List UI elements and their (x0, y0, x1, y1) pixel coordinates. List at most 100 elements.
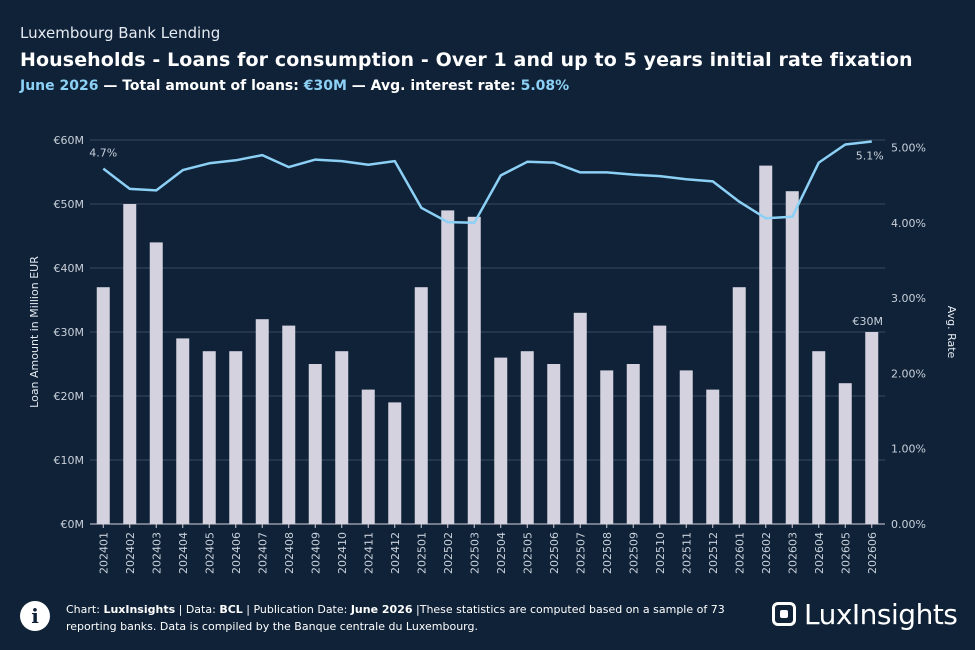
y2-tick-label: 0.00% (891, 518, 926, 531)
bar (653, 325, 667, 524)
bar (865, 332, 879, 524)
bar (759, 165, 773, 524)
x-tick-label: 202511 (680, 532, 693, 574)
x-tick-label: 202507 (574, 532, 587, 574)
bar (282, 325, 296, 524)
info-icon[interactable]: i (20, 601, 50, 631)
bar (706, 389, 720, 524)
x-tick-label: 202508 (601, 532, 614, 574)
bar (202, 351, 216, 524)
x-tick-label: 202606 (866, 532, 879, 574)
first-rate-label: 4.7% (89, 147, 117, 160)
footer-note-text: |These statistics are computed based on … (66, 603, 725, 633)
x-tick-label: 202401 (97, 532, 110, 574)
footer-data-source: BCL (219, 603, 243, 616)
y-tick-label: €40M (54, 262, 85, 275)
bar (626, 364, 640, 524)
bar (520, 351, 534, 524)
bar (494, 357, 508, 524)
brand-logo-text: LuxInsights (804, 597, 958, 631)
last-rate-label: 5.1% (856, 150, 884, 163)
bar (335, 351, 349, 524)
bar (123, 204, 137, 524)
x-tick-label: 202406 (230, 532, 243, 574)
x-tick-label: 202506 (548, 532, 561, 574)
footer: i Chart: LuxInsights | Data: BCL | Publi… (0, 596, 975, 650)
chart-subtitle: June 2026 — Total amount of loans: €30M … (20, 78, 569, 94)
footer-pub-label: | Publication Date: (242, 603, 351, 616)
x-tick-label: 202409 (309, 532, 322, 574)
x-tick-label: 202411 (362, 532, 375, 574)
x-tick-label: 202408 (283, 532, 296, 574)
footer-note: Chart: LuxInsights | Data: BCL | Publica… (66, 601, 756, 635)
subtitle-amount: €30M (303, 78, 347, 94)
y2-tick-label: 3.00% (891, 292, 926, 305)
footer-data-label: | Data: (175, 603, 220, 616)
subtitle-month: June 2026 (20, 78, 99, 94)
x-tick-label: 202512 (707, 532, 720, 574)
bar (441, 210, 455, 524)
bar (414, 287, 428, 524)
last-amount-label: €30M (853, 315, 884, 328)
y-tick-label: €30M (54, 326, 85, 339)
bar (388, 402, 402, 524)
subtitle-text-2: — Avg. interest rate: (346, 78, 521, 94)
x-tick-label: 202407 (256, 532, 269, 574)
footer-chart-label: Chart: (66, 603, 104, 616)
x-tick-label: 202404 (177, 532, 190, 574)
x-tick-label: 202603 (786, 532, 799, 574)
y-tick-label: €20M (54, 390, 85, 403)
x-tick-label: 202504 (495, 532, 508, 574)
x-tick-label: 202412 (389, 532, 402, 574)
y-tick-label: €0M (61, 518, 85, 531)
bar (812, 351, 826, 524)
x-tick-label: 202602 (760, 532, 773, 574)
chart-supertitle: Luxembourg Bank Lending (20, 24, 221, 42)
bar (600, 370, 614, 524)
bar (229, 351, 243, 524)
x-tick-label: 202502 (442, 532, 455, 574)
chart-title: Households - Loans for consumption - Ove… (20, 49, 913, 71)
bar (176, 338, 190, 524)
y2-tick-label: 4.00% (891, 217, 926, 230)
y2-tick-label: 1.00% (891, 443, 926, 456)
footer-chart-source: LuxInsights (103, 603, 176, 616)
x-tick-label: 202601 (733, 532, 746, 574)
y-axis-title: Loan Amount in Million EUR (28, 256, 41, 408)
x-tick-label: 202403 (150, 532, 163, 574)
rate-line (102, 140, 872, 225)
x-tick-label: 202410 (336, 532, 349, 574)
brand-logo[interactable]: LuxInsights (772, 596, 958, 632)
x-tick-label: 202605 (839, 532, 852, 574)
bar (467, 216, 481, 525)
y-tick-label: €50M (54, 198, 85, 211)
y-tick-label: €60M (54, 134, 85, 147)
x-tick-label: 202402 (124, 532, 137, 574)
luxinsights-logo-icon (772, 602, 796, 626)
bar (255, 319, 269, 524)
y2-tick-label: 5.00% (891, 142, 926, 155)
x-tick-label: 202604 (813, 532, 826, 574)
subtitle-rate: 5.08% (520, 78, 570, 94)
y-tick-label: €10M (54, 454, 85, 467)
bar (149, 242, 163, 524)
bar (573, 312, 587, 524)
footer-pub-date: June 2026 (350, 603, 413, 616)
bar (547, 364, 561, 524)
bar (361, 389, 375, 524)
x-tick-label: 202505 (521, 532, 534, 574)
x-tick-label: 202510 (654, 532, 667, 574)
bar (679, 370, 693, 524)
y2-tick-label: 2.00% (891, 367, 926, 380)
bar (838, 383, 852, 524)
bar (96, 287, 110, 524)
x-tick-label: 202509 (627, 532, 640, 574)
subtitle-text-1: — Total amount of loans: (98, 78, 304, 94)
bar (732, 287, 746, 524)
x-tick-label: 202503 (468, 532, 481, 574)
x-tick-label: 202501 (415, 532, 428, 574)
bar (785, 191, 799, 524)
combo-chart: €0M €10M €20M €30M €40M €50M €60M 0.00% 1.00% 2.0… (28, 134, 958, 574)
x-tick-label: 202405 (203, 532, 216, 574)
bar (308, 364, 322, 524)
